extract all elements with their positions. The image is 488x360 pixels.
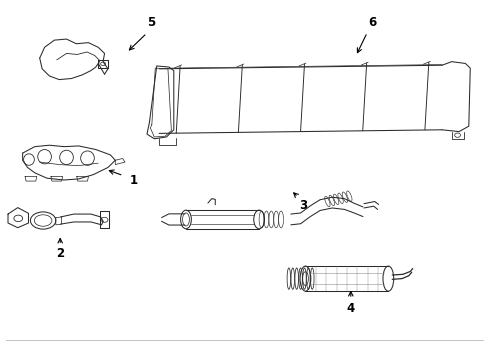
Text: 6: 6 [367,16,376,29]
Text: 3: 3 [298,199,306,212]
Text: 1: 1 [129,174,137,187]
Text: 5: 5 [146,17,155,30]
Text: 4: 4 [346,302,354,315]
Text: 2: 2 [56,247,64,260]
